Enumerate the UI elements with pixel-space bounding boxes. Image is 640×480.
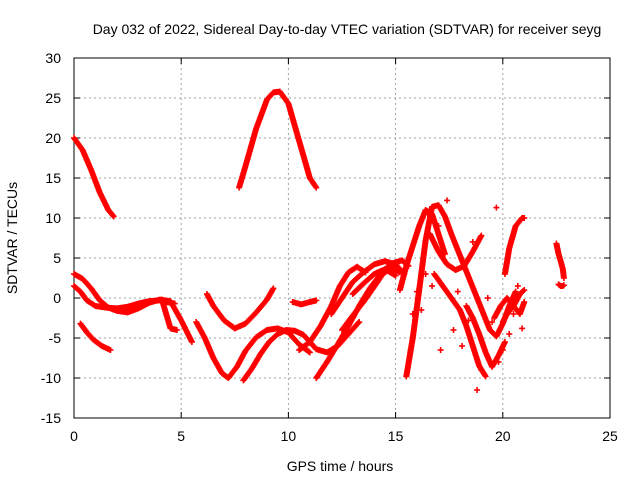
y-tick-labels: -15 -10 -5 0 5 10 15 20 25 30 bbox=[41, 50, 61, 426]
y-tick-label: 15 bbox=[45, 170, 61, 186]
data-point bbox=[171, 300, 178, 307]
x-tick-label: 0 bbox=[70, 428, 78, 444]
data-point bbox=[188, 339, 195, 345]
x-axis-label: GPS time / hours bbox=[287, 458, 394, 474]
y-axis-label: SDTVAR / TECUs bbox=[4, 182, 20, 294]
y-tick-label: -15 bbox=[41, 410, 61, 426]
data-point bbox=[110, 213, 117, 220]
data-point bbox=[306, 349, 313, 356]
x-tick-label: 10 bbox=[281, 428, 297, 444]
y-tick-label: 30 bbox=[45, 50, 61, 66]
y-tick-label: -5 bbox=[49, 330, 62, 346]
x-tick-label: 20 bbox=[495, 428, 511, 444]
data-point bbox=[270, 285, 277, 292]
data-point bbox=[356, 319, 363, 325]
data-point bbox=[355, 320, 362, 327]
plot-frame bbox=[73, 57, 611, 419]
x-tick-label: 5 bbox=[177, 428, 185, 444]
y-tick-label: -10 bbox=[41, 370, 61, 386]
data-point bbox=[392, 272, 399, 279]
chart-title: Day 032 of 2022, Sidereal Day-to-day VTE… bbox=[93, 21, 602, 37]
x-tick-labels: 0 5 10 15 20 25 bbox=[70, 428, 618, 444]
data-point bbox=[107, 347, 114, 353]
axis-ticks bbox=[73, 57, 611, 419]
data-point bbox=[313, 297, 320, 304]
y-tick-label: 5 bbox=[53, 250, 61, 266]
data-point bbox=[173, 327, 180, 333]
data-point bbox=[109, 212, 116, 219]
grid bbox=[74, 58, 610, 418]
data-points bbox=[71, 88, 567, 393]
y-tick-label: 25 bbox=[45, 90, 61, 106]
y-tick-label: 0 bbox=[53, 290, 61, 306]
x-tick-label: 25 bbox=[602, 428, 618, 444]
data-point bbox=[313, 184, 320, 191]
y-tick-label: 20 bbox=[45, 130, 61, 146]
data-point bbox=[478, 232, 485, 239]
x-tick-label: 15 bbox=[388, 428, 404, 444]
y-tick-label: 10 bbox=[45, 210, 61, 226]
data-point bbox=[512, 288, 519, 295]
